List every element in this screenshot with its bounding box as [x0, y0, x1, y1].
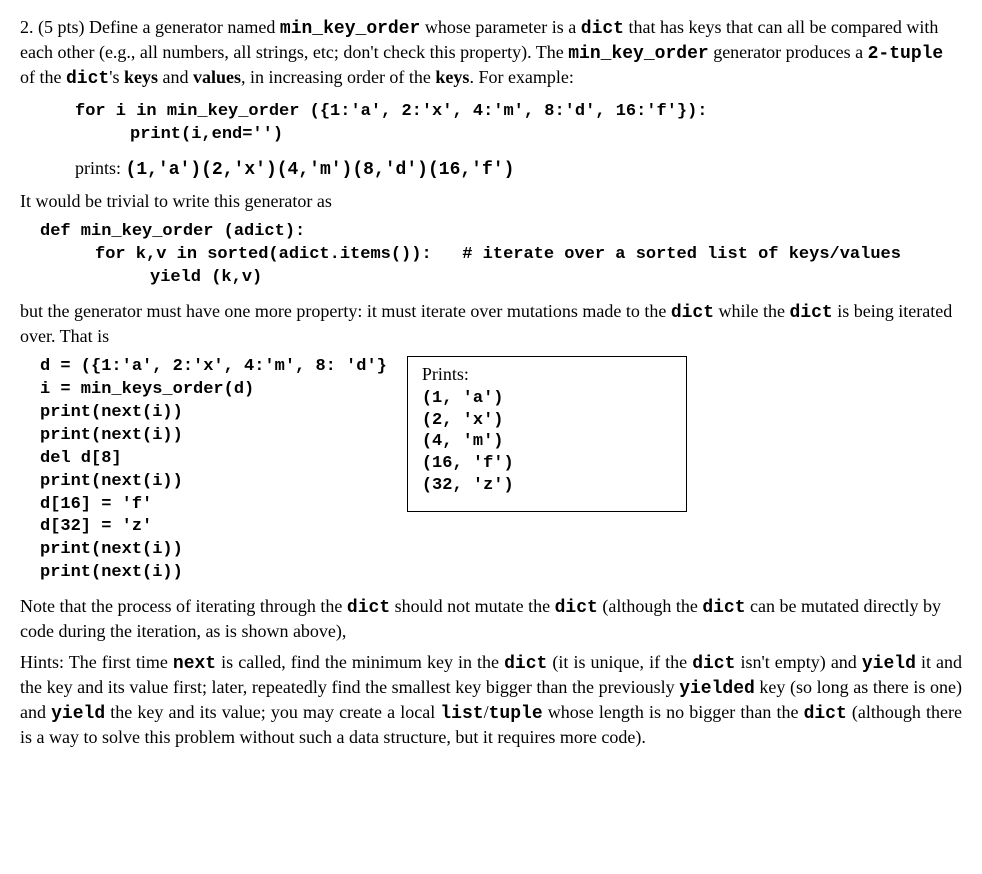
- output-box-head: Prints:: [422, 363, 672, 386]
- ex-line-8: d[32] = 'z': [40, 516, 387, 539]
- trivial-line: It would be trivial to write this genera…: [20, 190, 962, 213]
- hints-text-4: isn't empty) and: [735, 652, 861, 672]
- dict-word-9: dict: [692, 654, 735, 674]
- code-example-1-line-1: for i in min_key_order ({1:'a', 2:'x', 4…: [75, 101, 962, 124]
- prints-label: prints:: [75, 158, 126, 178]
- intro-text-7: and: [158, 67, 193, 87]
- output-row-2: (2, 'x'): [422, 410, 672, 432]
- next-word: next: [173, 654, 216, 674]
- hints-paragraph: Hints: The first time next is called, fi…: [20, 651, 962, 749]
- hints-text-1: Hints: The first time: [20, 652, 173, 672]
- intro-text-8: , in increasing order of the: [241, 67, 435, 87]
- dict-word-3: dict: [671, 303, 714, 323]
- intro-text-1: Define a generator named: [85, 17, 280, 37]
- yielded-word: yielded: [679, 679, 755, 699]
- hints-text-7: the key and its value; you may create a …: [105, 702, 440, 722]
- dict-word-4: dict: [790, 303, 833, 323]
- hints-text-2: is called, find the minimum key in the: [216, 652, 504, 672]
- dict-word-10: dict: [804, 704, 847, 724]
- ex-line-1: d = ({1:'a', 2:'x', 4:'m', 8: 'd'}: [40, 356, 387, 379]
- question-number: 2. (5 pts): [20, 17, 85, 37]
- yield-word-2: yield: [51, 704, 105, 724]
- keys-word-1: keys: [124, 67, 158, 87]
- but-paragraph: but the generator must have one more pro…: [20, 300, 962, 348]
- ex-line-4: print(next(i)): [40, 425, 387, 448]
- dict-word-8: dict: [504, 654, 547, 674]
- intro-text-2: whose parameter is a: [420, 17, 580, 37]
- tuple-word-2: tuple: [489, 704, 543, 724]
- ex-line-10: print(next(i)): [40, 562, 387, 585]
- intro-text-5: of the: [20, 67, 66, 87]
- yield-word-1: yield: [862, 654, 916, 674]
- but-text-1: but the generator must have one more pro…: [20, 301, 671, 321]
- code-example-1-line-2: print(i,end=''): [130, 124, 962, 147]
- output-row-3: (4, 'm'): [422, 431, 672, 453]
- fn-name-2: min_key_order: [568, 44, 708, 64]
- dict-word-2: dict: [66, 69, 109, 89]
- ex-line-6: print(next(i)): [40, 471, 387, 494]
- example-code-column: d = ({1:'a', 2:'x', 4:'m', 8: 'd'} i = m…: [40, 356, 387, 585]
- intro-text-9: . For example:: [469, 67, 573, 87]
- ex-line-2: i = min_keys_order(d): [40, 379, 387, 402]
- example-side-by-side: d = ({1:'a', 2:'x', 4:'m', 8: 'd'} i = m…: [20, 356, 962, 585]
- hints-text-3: (it is unique, if the: [547, 652, 692, 672]
- fn-name: min_key_order: [280, 19, 420, 39]
- ex-line-5: del d[8]: [40, 448, 387, 471]
- intro-paragraph: 2. (5 pts) Define a generator named min_…: [20, 16, 962, 91]
- dict-word-6: dict: [555, 598, 598, 618]
- tuple-word: 2-tuple: [868, 44, 944, 64]
- ex-line-9: print(next(i)): [40, 539, 387, 562]
- prints-value: (1,'a')(2,'x')(4,'m')(8,'d')(16,'f'): [126, 160, 515, 180]
- dict-word-5: dict: [347, 598, 390, 618]
- output-box: Prints: (1, 'a') (2, 'x') (4, 'm') (16, …: [407, 356, 687, 512]
- prints-line: prints: (1,'a')(2,'x')(4,'m')(8,'d')(16,…: [75, 157, 962, 182]
- but-text-2: while the: [714, 301, 789, 321]
- values-word: values: [193, 67, 241, 87]
- note-text-1: Note that the process of iterating throu…: [20, 596, 347, 616]
- code-example-2-line-3: yield (k,v): [150, 267, 962, 290]
- code-example-2-line-1: def min_key_order (adict):: [40, 221, 962, 244]
- hints-text-8: whose length is no bigger than the: [543, 702, 804, 722]
- note-text-2: should not mutate the: [390, 596, 554, 616]
- keys-word-2: keys: [435, 67, 469, 87]
- dict-word-1: dict: [581, 19, 624, 39]
- ex-line-3: print(next(i)): [40, 402, 387, 425]
- ex-line-7: d[16] = 'f': [40, 494, 387, 517]
- intro-text-4: generator produces a: [709, 42, 868, 62]
- output-row-1: (1, 'a'): [422, 388, 672, 410]
- dict-word-7: dict: [702, 598, 745, 618]
- note-text-3: (although the: [598, 596, 702, 616]
- output-row-5: (32, 'z'): [422, 475, 672, 497]
- note-paragraph: Note that the process of iterating throu…: [20, 595, 962, 643]
- list-word: list: [440, 704, 483, 724]
- code-example-2-line-2: for k,v in sorted(adict.items()): # iter…: [95, 244, 962, 267]
- intro-text-6: 's: [109, 67, 124, 87]
- output-row-4: (16, 'f'): [422, 453, 672, 475]
